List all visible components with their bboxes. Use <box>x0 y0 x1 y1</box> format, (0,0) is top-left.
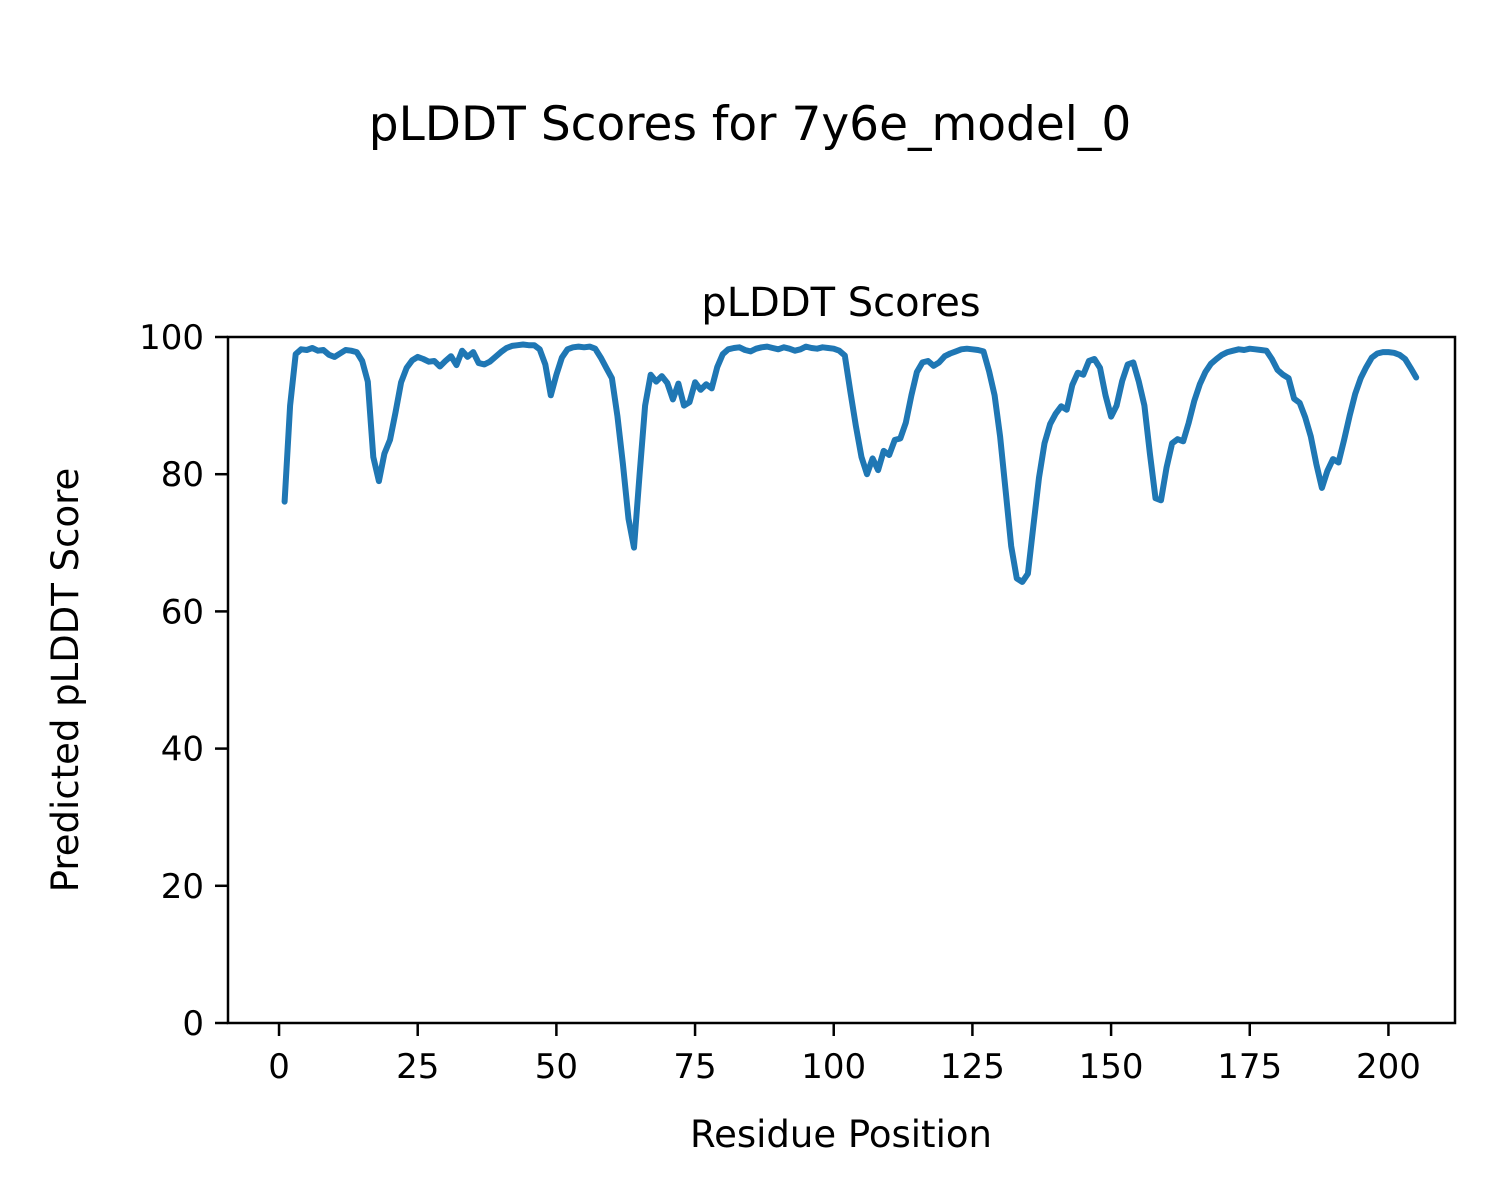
y-tick-label: 60 <box>161 592 204 632</box>
x-tick-label: 0 <box>268 1047 290 1087</box>
y-tick-label: 20 <box>161 867 204 907</box>
y-tick-label: 80 <box>161 455 204 495</box>
plddt-data-line <box>281 341 1420 585</box>
x-tick-label: 150 <box>1079 1047 1144 1087</box>
y-axis-label: Predicted pLDDT Score <box>44 468 87 893</box>
plot-area <box>226 335 1457 1025</box>
x-tick-label: 75 <box>673 1047 716 1087</box>
x-tick-label: 25 <box>396 1047 439 1087</box>
y-tick-label: 40 <box>161 730 204 770</box>
x-tick-label: 100 <box>801 1047 866 1087</box>
x-axis-label: Residue Position <box>690 1113 992 1156</box>
x-axis-ticks: 0 25 50 75 100 125 150 175 200 <box>268 1023 1421 1087</box>
figure-suptitle: pLDDT Scores for 7y6e_model_0 <box>369 97 1131 152</box>
y-tick-label: 0 <box>182 1004 204 1044</box>
x-tick-label: 175 <box>1217 1047 1282 1087</box>
x-tick-label: 50 <box>535 1047 578 1087</box>
axes-title: pLDDT Scores <box>701 280 980 326</box>
x-tick-label: 200 <box>1356 1047 1421 1087</box>
y-axis-ticks: 0 20 40 60 80 100 <box>139 318 228 1044</box>
y-tick-label: 100 <box>139 318 204 358</box>
x-tick-label: 125 <box>940 1047 1005 1087</box>
